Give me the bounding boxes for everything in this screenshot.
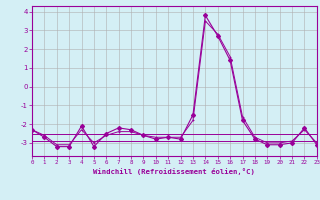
X-axis label: Windchill (Refroidissement éolien,°C): Windchill (Refroidissement éolien,°C) (93, 168, 255, 175)
